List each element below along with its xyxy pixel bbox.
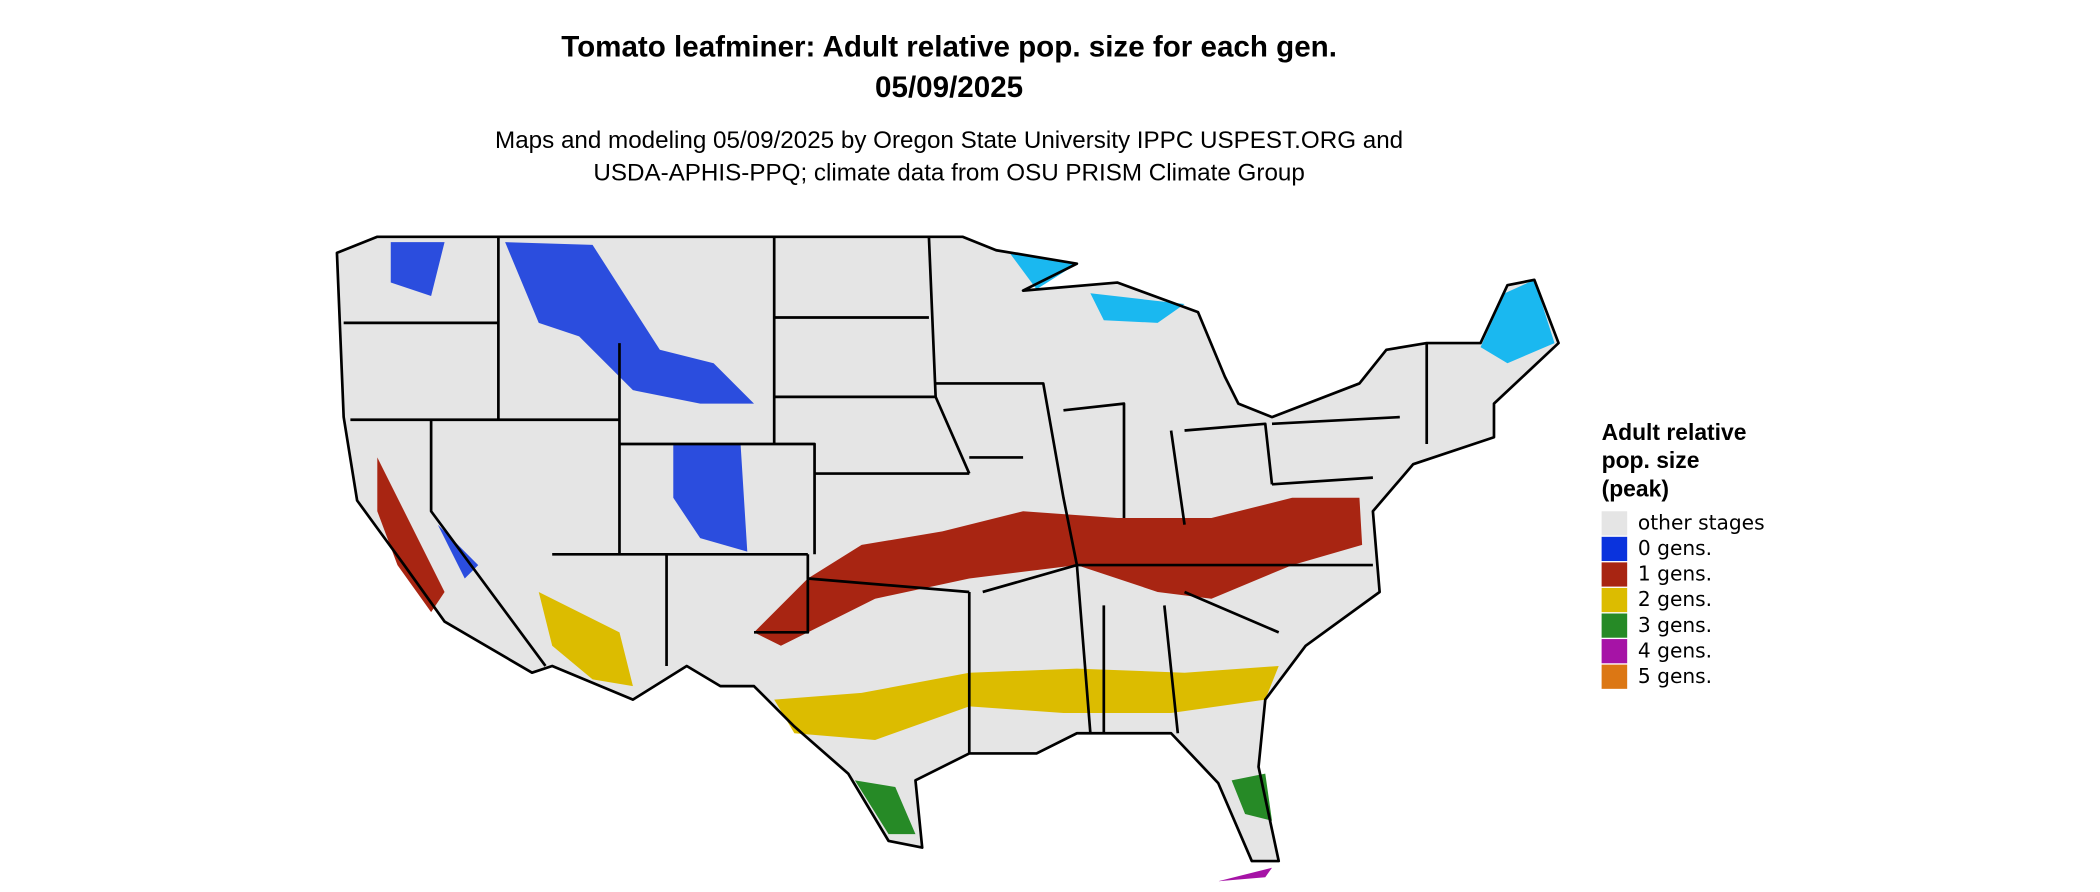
yellow-band [538, 591, 1279, 740]
blue-region [390, 242, 755, 579]
subtitle: Maps and modeling 05/09/2025 by Oregon S… [495, 127, 1403, 154]
legend-label: 2 gens. [1638, 587, 1712, 611]
title: Tomato leafminer: Adult relative pop. si… [561, 31, 1337, 64]
legend-title: Adult relative [1602, 419, 1747, 445]
legend-swatch [1601, 664, 1628, 689]
legend-label: other stages [1638, 511, 1765, 535]
legend-label: 0 gens. [1638, 536, 1712, 560]
legend-swatch [1601, 613, 1628, 638]
map [335, 235, 1560, 882]
red-band [377, 457, 1363, 646]
legend-label: 4 gens. [1638, 638, 1712, 662]
us-outline [335, 235, 1560, 863]
legend-title: (peak) [1602, 475, 1669, 501]
green-region [854, 773, 1272, 835]
legend: Adult relative pop. size (peak) other st… [1602, 419, 1765, 689]
legend-swatch [1601, 511, 1628, 536]
legend-title: pop. size [1602, 447, 1700, 473]
subtitle: USDA-APHIS-PPQ; climate data from OSU PR… [593, 159, 1304, 186]
legend-label: 3 gens. [1638, 613, 1712, 637]
cyan-region [1009, 252, 1555, 364]
magenta-region [1218, 867, 1272, 882]
legend-swatch [1601, 639, 1628, 664]
legend-label: 1 gens. [1638, 562, 1712, 586]
legend-swatch [1601, 562, 1628, 587]
title: 05/09/2025 [875, 71, 1023, 104]
legend-swatch [1601, 587, 1628, 613]
legend-label: 5 gens. [1638, 664, 1712, 688]
state-borders [343, 236, 1429, 754]
legend-swatch [1601, 536, 1628, 562]
